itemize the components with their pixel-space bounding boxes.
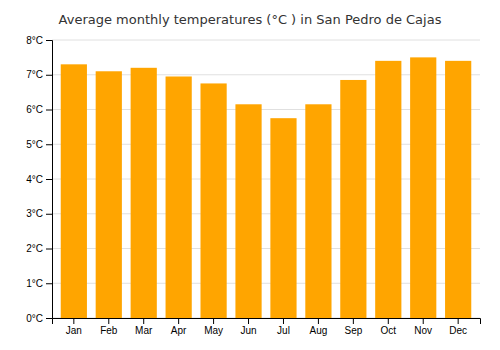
- y-tick-label: 6°C: [26, 104, 43, 115]
- grid-line: [52, 40, 480, 41]
- bar: [375, 61, 401, 318]
- x-tick-mark: [248, 318, 249, 324]
- bar: [340, 80, 366, 318]
- y-tick-label: 2°C: [26, 243, 43, 254]
- bar: [200, 83, 226, 318]
- chart: Average monthly temperatures (°C ) in Sa…: [0, 0, 500, 350]
- x-tick-label: Dec: [449, 325, 467, 336]
- y-tick-mark: [46, 179, 52, 180]
- x-tick: Jun: [240, 318, 256, 336]
- y-tick: 7°C: [26, 69, 52, 80]
- x-tick-label: May: [204, 325, 223, 336]
- bar: [235, 104, 261, 318]
- x-tick-mark: [108, 318, 109, 324]
- x-tick-mark: [353, 318, 354, 324]
- x-tick-label: Oct: [381, 325, 397, 336]
- x-tick-mark: [388, 318, 389, 324]
- x-tick-mark: [213, 318, 214, 324]
- x-tick: Jul: [277, 318, 290, 336]
- x-tick-label: Aug: [310, 325, 328, 336]
- y-tick: 8°C: [26, 35, 52, 46]
- y-tick-mark: [46, 40, 52, 41]
- x-tick-label: Jul: [277, 325, 290, 336]
- x-tick-label: Jun: [240, 325, 256, 336]
- y-axis-line: [46, 41, 53, 319]
- x-tick-mark: [143, 318, 144, 324]
- y-tick-label: 3°C: [26, 208, 43, 219]
- x-tick-mark: [283, 318, 284, 324]
- x-tick: Jan: [66, 318, 82, 336]
- x-tick-label: Feb: [100, 325, 118, 336]
- x-axis: Jan Feb Mar Apr May Jun Jul Aug Sep Oct Nov Dec: [53, 318, 481, 336]
- x-tick-label: Jan: [66, 325, 82, 336]
- bar: [166, 76, 192, 318]
- plot: 0°C 1°C 2°C 3°C 4°C 5°C 6°C 7°C 8°C Jan Feb Mar Apr M…: [26, 35, 480, 336]
- y-tick: 5°C: [26, 139, 52, 150]
- x-tick: May: [204, 318, 223, 336]
- x-tick: Dec: [449, 318, 467, 336]
- y-tick-label: 4°C: [26, 174, 43, 185]
- y-tick: 2°C: [26, 243, 52, 254]
- x-tick-label: Mar: [135, 325, 153, 336]
- x-tick: Mar: [135, 318, 153, 336]
- title: Average monthly temperatures (°C ) in Sa…: [59, 12, 442, 27]
- bar: [445, 61, 471, 318]
- y-tick-mark: [46, 144, 52, 145]
- y-tick-label: 7°C: [26, 69, 43, 80]
- x-tick: Oct: [381, 318, 397, 336]
- x-tick: Sep: [344, 318, 362, 336]
- x-tick-mark: [423, 318, 424, 324]
- x-tick: Apr: [171, 318, 187, 336]
- y-tick: 1°C: [26, 278, 52, 289]
- y-tick: 0°C: [26, 313, 52, 324]
- x-tick-label: Nov: [414, 325, 432, 336]
- x-tick: Feb: [100, 318, 118, 336]
- y-tick-mark: [46, 249, 52, 250]
- x-tick-label: Apr: [171, 325, 187, 336]
- y-tick-mark: [46, 110, 52, 111]
- y-tick: 4°C: [26, 174, 52, 185]
- y-tick-label: 1°C: [26, 278, 43, 289]
- x-tick: Aug: [310, 318, 328, 336]
- x-tick-label: Sep: [344, 325, 362, 336]
- bar: [410, 57, 436, 318]
- y-axis: 0°C 1°C 2°C 3°C 4°C 5°C 6°C 7°C 8°C: [26, 35, 52, 324]
- bar: [61, 64, 87, 318]
- bar: [131, 68, 157, 318]
- x-tick: Nov: [414, 318, 432, 336]
- bars: [61, 57, 472, 318]
- x-tick-mark: [178, 318, 179, 324]
- x-tick-mark: [73, 318, 74, 324]
- bar: [270, 118, 296, 318]
- y-tick-label: 5°C: [26, 139, 43, 150]
- y-tick-mark: [46, 283, 52, 284]
- bar: [305, 104, 331, 318]
- grid: [52, 40, 480, 318]
- y-tick-mark: [46, 75, 52, 76]
- y-tick: 3°C: [26, 208, 52, 219]
- y-tick-label: 0°C: [26, 313, 43, 324]
- x-tick-mark: [458, 318, 459, 324]
- y-tick-mark: [46, 318, 52, 319]
- x-tick-mark: [318, 318, 319, 324]
- y-tick-label: 8°C: [26, 35, 43, 46]
- x-axis-line: [53, 319, 481, 325]
- y-tick: 6°C: [26, 104, 52, 115]
- y-tick-mark: [46, 214, 52, 215]
- bar: [96, 71, 122, 318]
